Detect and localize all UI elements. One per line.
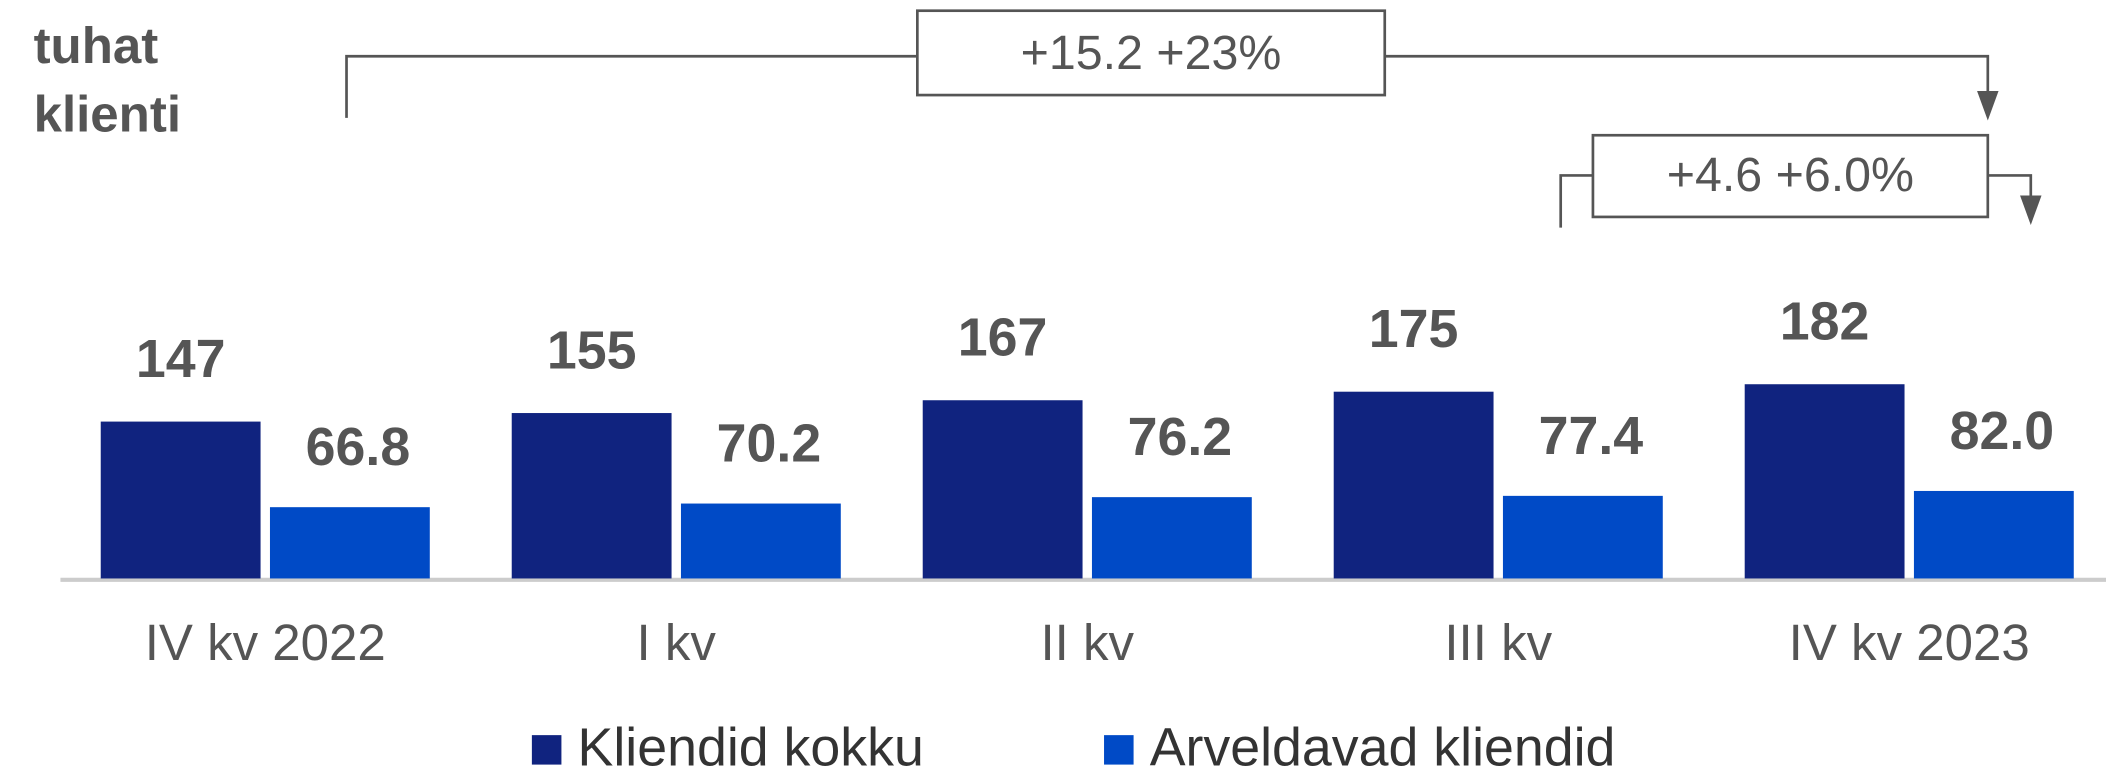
data-label: 76.2 — [1128, 407, 1233, 467]
legend-label: Kliendid kokku — [578, 717, 924, 777]
bar — [1502, 495, 1663, 579]
arrow — [1977, 91, 1999, 121]
bar — [269, 507, 430, 579]
annotation: +15.2 +23% — [1021, 26, 1282, 80]
bracket — [1559, 174, 2033, 228]
x-tick-label: I kv — [637, 614, 717, 671]
chart-title: klienti — [34, 85, 181, 142]
data-label: 147 — [136, 329, 226, 389]
data-label: 182 — [1780, 292, 1870, 352]
x-tick-label: IV kv 2022 — [145, 614, 386, 671]
data-label: 175 — [1369, 299, 1459, 359]
data-label: 70.2 — [717, 414, 822, 474]
x-tick-label: II kv — [1040, 614, 1134, 671]
bar — [680, 503, 841, 579]
legend-swatch — [531, 735, 562, 765]
bar — [100, 421, 261, 579]
legend-swatch — [1104, 735, 1134, 765]
data-label: 66.8 — [306, 417, 411, 477]
data-label: 82.0 — [1950, 401, 2055, 461]
annotation: +4.6 +6.0% — [1667, 148, 1914, 202]
bar — [1913, 490, 2074, 579]
bar — [511, 413, 672, 579]
chart-title: tuhat — [34, 17, 159, 74]
x-tick-label: III kv — [1444, 614, 1552, 671]
data-label: 155 — [547, 320, 637, 380]
bar — [1744, 384, 1905, 579]
bar — [1091, 497, 1252, 579]
data-label: 167 — [958, 308, 1048, 368]
legend-label: Arveldavad kliendid — [1150, 717, 1616, 777]
data-label: 77.4 — [1539, 406, 1644, 466]
annotation-box — [916, 9, 1387, 97]
annotation-box — [1591, 133, 1990, 219]
bar — [1333, 391, 1494, 579]
bracket — [345, 54, 1990, 118]
x-tick-label: IV kv 2023 — [1789, 614, 2030, 671]
bar — [922, 400, 1083, 579]
arrow — [2020, 195, 2042, 225]
